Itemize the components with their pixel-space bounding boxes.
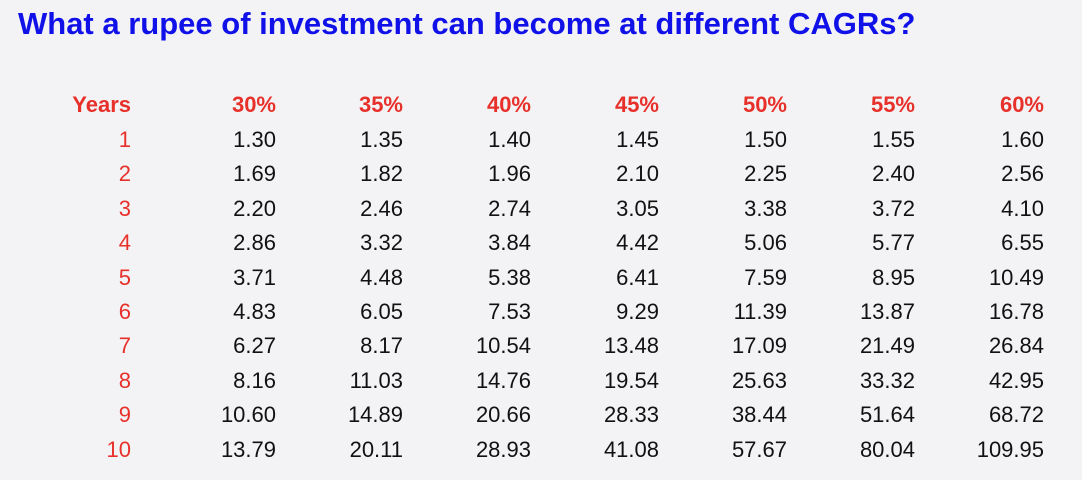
value-cell: 25.63 <box>731 367 787 393</box>
value-cell: 3.72 <box>872 195 915 221</box>
column-header: 40% <box>486 92 531 117</box>
value-cell: 4.10 <box>1001 195 1044 221</box>
value-cell: 6.05 <box>360 299 403 324</box>
value-cell: 8.17 <box>360 333 403 359</box>
column-header: 30% <box>231 92 276 117</box>
value-cell: 3.84 <box>488 230 531 256</box>
year-cell: 5 <box>118 264 131 290</box>
value-cell: 14.76 <box>475 367 531 393</box>
value-cell: 21.49 <box>859 333 915 359</box>
value-cell: 20.66 <box>475 402 531 428</box>
value-cell: 13.79 <box>220 436 276 462</box>
value-cell: 13.48 <box>603 333 659 359</box>
column-header: 60% <box>999 92 1044 117</box>
year-cell: 3 <box>118 195 131 221</box>
value-cell: 57.67 <box>731 436 787 462</box>
value-cell: 17.09 <box>731 333 787 359</box>
value-cell: 42.95 <box>988 367 1044 393</box>
value-cell: 8.16 <box>233 367 276 393</box>
value-cell: 51.64 <box>859 402 915 428</box>
value-cell: 5.77 <box>872 230 915 256</box>
value-cell: 4.83 <box>233 299 276 324</box>
value-cell: 4.42 <box>616 230 659 256</box>
value-cell: 2.20 <box>233 195 276 221</box>
value-cell: 6.27 <box>233 333 276 359</box>
year-cell: 2 <box>118 161 131 187</box>
value-cell: 1.69 <box>233 161 276 187</box>
value-cell: 20.11 <box>349 436 403 462</box>
value-cell: 3.05 <box>616 195 659 221</box>
year-cell: 1 <box>118 127 131 152</box>
value-cell: 2.46 <box>360 195 403 221</box>
value-cell: 68.72 <box>988 402 1044 428</box>
value-cell: 5.38 <box>488 264 531 290</box>
value-cell: 1.96 <box>488 161 531 187</box>
value-cell: 26.84 <box>988 333 1044 359</box>
value-cell: 8.95 <box>872 264 915 290</box>
value-cell: 41.08 <box>603 436 659 462</box>
year-cell: 10 <box>106 436 131 462</box>
year-cell: 8 <box>118 367 131 393</box>
value-cell: 14.89 <box>347 402 403 428</box>
value-cell: 10.54 <box>475 333 531 359</box>
value-cell: 4.48 <box>360 264 403 290</box>
column-header: 55% <box>870 92 915 117</box>
value-cell: 2.74 <box>488 195 531 221</box>
value-cell: 19.54 <box>603 367 659 393</box>
column-header: 50% <box>742 92 787 117</box>
year-cell: 9 <box>118 402 131 428</box>
value-cell: 10.49 <box>988 264 1044 290</box>
value-cell: 3.32 <box>360 230 403 256</box>
value-cell: 1.82 <box>360 161 403 187</box>
year-cell: 6 <box>118 299 131 324</box>
value-cell: 1.50 <box>744 127 787 152</box>
value-cell: 6.55 <box>1001 230 1044 256</box>
value-cell: 1.35 <box>360 127 403 152</box>
column-header: 35% <box>358 92 403 117</box>
value-cell: 80.04 <box>859 436 915 462</box>
value-cell: 1.60 <box>1001 127 1044 152</box>
value-cell: 109.95 <box>976 436 1044 462</box>
value-cell: 1.55 <box>872 127 915 152</box>
value-cell: 3.38 <box>744 195 787 221</box>
value-cell: 3.71 <box>233 264 276 290</box>
value-cell: 28.33 <box>603 402 659 428</box>
value-cell: 1.45 <box>616 127 659 152</box>
value-cell: 10.60 <box>220 402 276 428</box>
value-cell: 5.06 <box>744 230 787 256</box>
value-cell: 11.03 <box>349 367 403 393</box>
value-cell: 1.30 <box>233 127 276 152</box>
value-cell: 2.40 <box>872 161 915 187</box>
value-cell: 33.32 <box>859 367 915 393</box>
value-cell: 38.44 <box>731 402 787 428</box>
value-cell: 7.59 <box>744 264 787 290</box>
value-cell: 11.39 <box>733 299 787 324</box>
value-cell: 2.10 <box>616 161 659 187</box>
value-cell: 7.53 <box>488 299 531 324</box>
value-cell: 2.25 <box>744 161 787 187</box>
column-header: Years <box>72 92 131 117</box>
value-cell: 1.40 <box>488 127 531 152</box>
value-cell: 2.86 <box>233 230 276 256</box>
value-cell: 2.56 <box>1001 161 1044 187</box>
column-header: 45% <box>614 92 659 117</box>
year-cell: 7 <box>118 333 131 359</box>
value-cell: 16.78 <box>988 299 1044 324</box>
year-cell: 4 <box>118 230 131 256</box>
value-cell: 13.87 <box>859 299 915 324</box>
value-cell: 9.29 <box>616 299 659 324</box>
value-cell: 28.93 <box>475 436 531 462</box>
value-cell: 6.41 <box>616 264 659 290</box>
title: What a rupee of investment can become at… <box>18 6 916 41</box>
